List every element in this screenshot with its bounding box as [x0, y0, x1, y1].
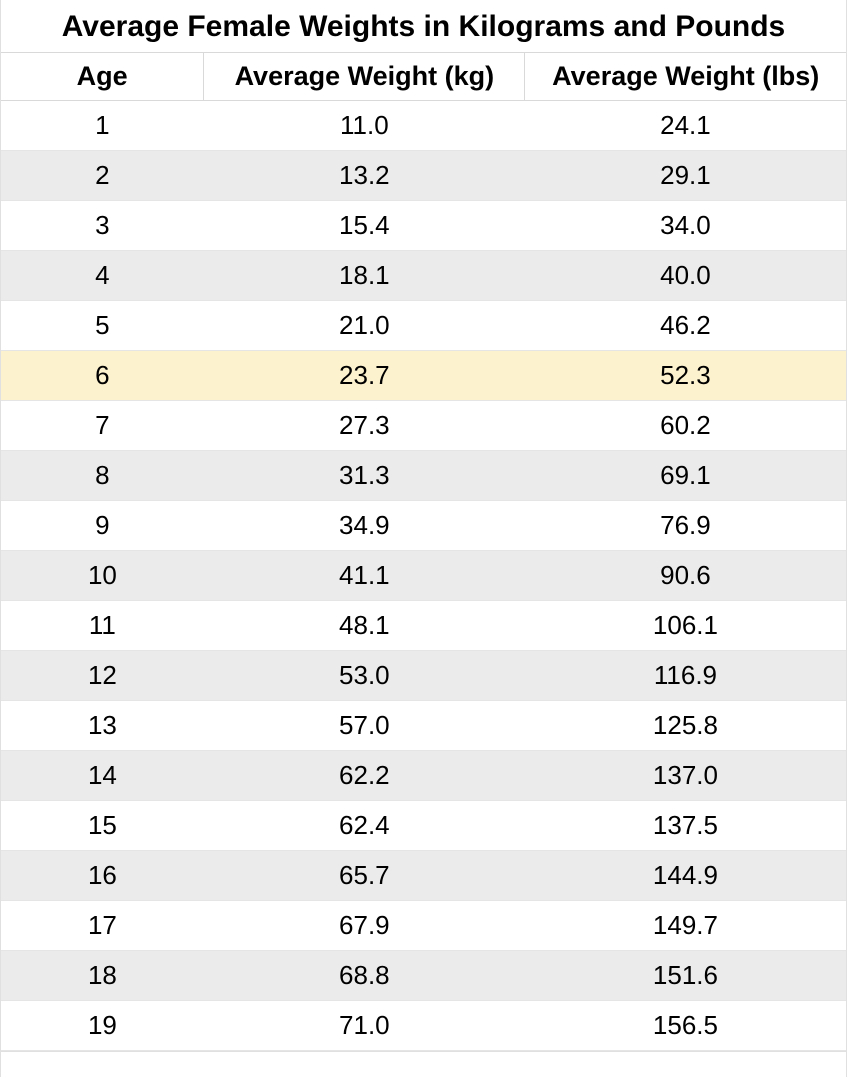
cell-age: 4 [1, 251, 204, 301]
bottom-spacer [1, 1051, 846, 1077]
header-row: Age Average Weight (kg) Average Weight (… [1, 53, 846, 101]
cell-age: 9 [1, 501, 204, 551]
cell-age: 7 [1, 401, 204, 451]
cell-lbs: 60.2 [525, 401, 846, 451]
cell-age: 18 [1, 951, 204, 1001]
table-row: 1462.2137.0 [1, 751, 846, 801]
table-row: 831.369.1 [1, 451, 846, 501]
cell-age: 10 [1, 551, 204, 601]
cell-kg: 53.0 [204, 651, 525, 701]
cell-kg: 68.8 [204, 951, 525, 1001]
header-kg: Average Weight (kg) [204, 53, 525, 101]
table-row: 418.140.0 [1, 251, 846, 301]
cell-lbs: 69.1 [525, 451, 846, 501]
cell-age: 13 [1, 701, 204, 751]
cell-kg: 67.9 [204, 901, 525, 951]
cell-kg: 48.1 [204, 601, 525, 651]
cell-age: 2 [1, 151, 204, 201]
cell-kg: 18.1 [204, 251, 525, 301]
cell-age: 1 [1, 101, 204, 151]
cell-lbs: 52.3 [525, 351, 846, 401]
cell-lbs: 144.9 [525, 851, 846, 901]
cell-kg: 15.4 [204, 201, 525, 251]
cell-kg: 13.2 [204, 151, 525, 201]
cell-kg: 62.2 [204, 751, 525, 801]
cell-lbs: 137.5 [525, 801, 846, 851]
table-row: 727.360.2 [1, 401, 846, 451]
cell-lbs: 24.1 [525, 101, 846, 151]
cell-kg: 31.3 [204, 451, 525, 501]
table-row: 1357.0125.8 [1, 701, 846, 751]
table-row: 111.024.1 [1, 101, 846, 151]
table-row: 934.976.9 [1, 501, 846, 551]
table-row: 1562.4137.5 [1, 801, 846, 851]
table-row: 1971.0156.5 [1, 1001, 846, 1051]
cell-age: 12 [1, 651, 204, 701]
cell-kg: 34.9 [204, 501, 525, 551]
cell-lbs: 29.1 [525, 151, 846, 201]
cell-kg: 11.0 [204, 101, 525, 151]
cell-age: 3 [1, 201, 204, 251]
cell-age: 11 [1, 601, 204, 651]
cell-lbs: 40.0 [525, 251, 846, 301]
cell-lbs: 149.7 [525, 901, 846, 951]
cell-lbs: 76.9 [525, 501, 846, 551]
cell-lbs: 156.5 [525, 1001, 846, 1051]
cell-lbs: 116.9 [525, 651, 846, 701]
table-row: 623.752.3 [1, 351, 846, 401]
cell-age: 14 [1, 751, 204, 801]
cell-lbs: 46.2 [525, 301, 846, 351]
cell-lbs: 125.8 [525, 701, 846, 751]
cell-kg: 57.0 [204, 701, 525, 751]
table-title: Average Female Weights in Kilograms and … [1, 0, 846, 53]
header-lbs: Average Weight (lbs) [525, 53, 846, 101]
cell-age: 17 [1, 901, 204, 951]
table-row: 1148.1106.1 [1, 601, 846, 651]
cell-kg: 27.3 [204, 401, 525, 451]
cell-lbs: 90.6 [525, 551, 846, 601]
cell-lbs: 34.0 [525, 201, 846, 251]
cell-kg: 41.1 [204, 551, 525, 601]
cell-lbs: 137.0 [525, 751, 846, 801]
table-row: 1041.190.6 [1, 551, 846, 601]
table-row: 1868.8151.6 [1, 951, 846, 1001]
cell-kg: 65.7 [204, 851, 525, 901]
cell-kg: 62.4 [204, 801, 525, 851]
weights-table: Age Average Weight (kg) Average Weight (… [1, 53, 846, 1051]
cell-age: 19 [1, 1001, 204, 1051]
cell-age: 5 [1, 301, 204, 351]
table-row: 1665.7144.9 [1, 851, 846, 901]
cell-kg: 21.0 [204, 301, 525, 351]
table-row: 521.046.2 [1, 301, 846, 351]
cell-kg: 71.0 [204, 1001, 525, 1051]
table-body: 111.024.1213.229.1315.434.0418.140.0521.… [1, 101, 846, 1051]
weights-table-container: Average Female Weights in Kilograms and … [0, 0, 847, 1077]
cell-age: 8 [1, 451, 204, 501]
cell-lbs: 106.1 [525, 601, 846, 651]
cell-age: 6 [1, 351, 204, 401]
header-age: Age [1, 53, 204, 101]
table-row: 1767.9149.7 [1, 901, 846, 951]
table-row: 213.229.1 [1, 151, 846, 201]
cell-age: 16 [1, 851, 204, 901]
cell-kg: 23.7 [204, 351, 525, 401]
cell-age: 15 [1, 801, 204, 851]
cell-lbs: 151.6 [525, 951, 846, 1001]
table-row: 315.434.0 [1, 201, 846, 251]
table-row: 1253.0116.9 [1, 651, 846, 701]
